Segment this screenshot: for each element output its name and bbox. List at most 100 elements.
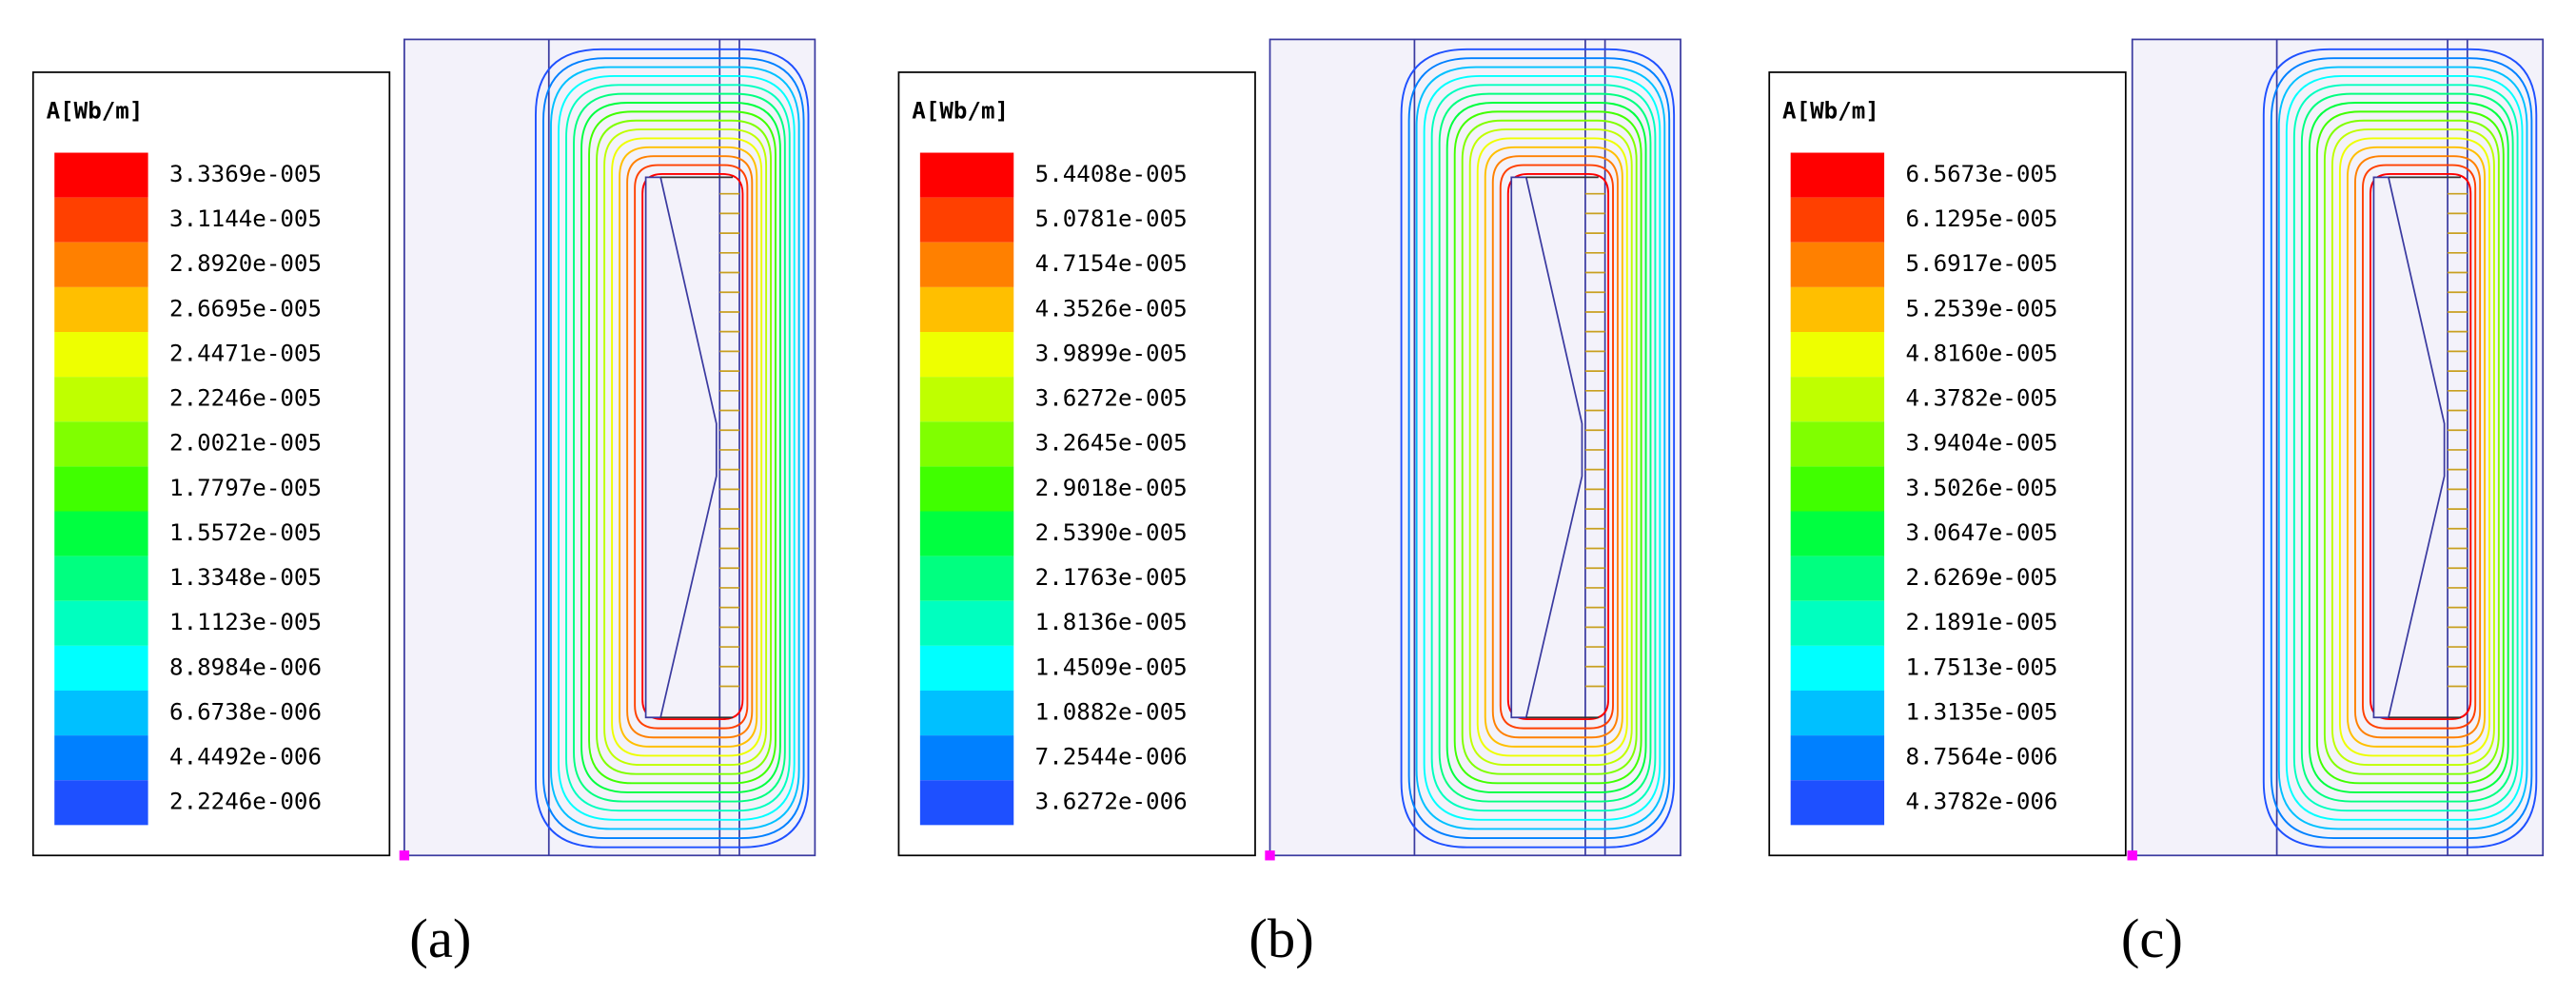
legend-swatch — [54, 645, 148, 691]
panel-label: (c) — [2121, 907, 2183, 969]
legend-swatch — [54, 466, 148, 512]
legend-level: 6.6738e-006 — [169, 698, 322, 725]
contour-line — [2353, 155, 2482, 739]
contour-line — [2262, 48, 2538, 849]
legend-title: A[Wb/m] — [47, 97, 144, 124]
legend-swatch — [919, 690, 1014, 736]
contour-line — [1468, 128, 1633, 767]
legend-level: 1.1123e-005 — [169, 609, 322, 635]
legend-swatch — [54, 511, 148, 556]
legend-level: 2.1891e-005 — [1906, 609, 2058, 635]
legend-level: 2.6269e-005 — [1906, 564, 2058, 591]
contour-line — [573, 92, 786, 803]
legend-swatch — [919, 332, 1014, 378]
legend-swatch — [1790, 242, 1885, 287]
contour-line — [2285, 74, 2524, 821]
contour-line — [2308, 102, 2509, 793]
contour-line — [626, 155, 754, 739]
legend-swatch — [1790, 152, 1885, 198]
legend-level: 6.1295e-005 — [1906, 205, 2058, 232]
legend-level: 1.3348e-005 — [169, 564, 322, 591]
legend-swatch — [919, 600, 1014, 646]
origin-marker — [399, 850, 410, 861]
legend-level: 8.8984e-006 — [169, 654, 322, 680]
contour-line — [1430, 84, 1657, 812]
legend-swatch — [54, 286, 148, 333]
legend-level: 4.3782e-006 — [1906, 789, 2058, 815]
legend-level: 2.9018e-005 — [1035, 475, 1188, 501]
legend-swatch — [1790, 645, 1885, 691]
legend-swatch — [919, 556, 1014, 601]
contour-line — [580, 102, 781, 793]
legend-swatch — [1790, 780, 1885, 826]
contour-line — [1453, 110, 1642, 785]
legend-swatch — [54, 377, 148, 422]
contour-line — [2300, 92, 2514, 803]
legend-swatch — [1790, 600, 1885, 646]
legend-level: 1.8136e-005 — [1035, 609, 1188, 635]
legend-swatch — [54, 242, 148, 287]
contour-line — [1491, 155, 1619, 739]
legend-swatch — [919, 286, 1014, 333]
contour-line — [2346, 146, 2487, 748]
contour-line — [611, 137, 763, 757]
contour-line — [2270, 57, 2533, 839]
origin-marker — [2127, 850, 2137, 861]
legend-swatch — [919, 421, 1014, 467]
panel-label: (a) — [409, 907, 471, 969]
legend-level: 1.7797e-005 — [169, 475, 322, 501]
contour-line — [619, 146, 758, 748]
contour-line — [565, 84, 791, 812]
contour-line — [1415, 66, 1666, 830]
legend-level: 4.8160e-005 — [1906, 340, 2058, 366]
legend-swatch — [919, 152, 1014, 198]
legend-level: 3.0647e-005 — [1906, 519, 2058, 546]
contour-line — [1461, 119, 1638, 775]
legend-level: 2.8920e-005 — [169, 250, 322, 277]
legend-level: 1.5572e-005 — [169, 519, 322, 546]
legend-swatch — [1790, 197, 1885, 243]
contour-line — [542, 57, 805, 839]
legend-swatch — [1790, 421, 1885, 467]
contour-line — [2362, 164, 2477, 730]
legend-swatch — [1790, 690, 1885, 736]
legend-level: 7.2544e-006 — [1035, 744, 1188, 771]
contour-line — [1407, 57, 1671, 839]
contour-line — [2292, 84, 2519, 812]
legend-swatch — [54, 152, 148, 198]
contour-line — [550, 66, 800, 830]
legend-level: 3.3369e-005 — [169, 161, 322, 187]
legend-level: 1.3135e-005 — [1906, 698, 2058, 725]
legend-level: 6.5673e-005 — [1906, 161, 2058, 187]
legend-level: 1.7513e-005 — [1906, 654, 2058, 680]
legend-swatch — [919, 242, 1014, 287]
legend-level: 3.2645e-005 — [1035, 430, 1188, 457]
legend-swatch — [919, 645, 1014, 691]
legend-swatch — [919, 466, 1014, 512]
legend-swatch — [1790, 511, 1885, 556]
legend-swatch — [54, 735, 148, 781]
legend-swatch — [1790, 377, 1885, 422]
legend-level: 2.1763e-005 — [1035, 564, 1188, 591]
legend-level: 4.3526e-005 — [1035, 295, 1188, 322]
contour-line — [588, 110, 777, 785]
legend-swatch — [919, 197, 1014, 243]
legend-level: 2.2246e-005 — [169, 385, 322, 412]
legend-level: 3.6272e-006 — [1035, 789, 1188, 815]
legend-swatch — [54, 690, 148, 736]
legend-title: A[Wb/m] — [912, 97, 1009, 124]
contour-line — [1484, 146, 1623, 748]
contour-line — [634, 164, 749, 730]
legend-level: 5.4408e-005 — [1035, 161, 1188, 187]
legend-swatch — [919, 511, 1014, 556]
contour-line — [1499, 164, 1614, 730]
contour-line — [558, 74, 796, 821]
legend-title: A[Wb/m] — [1782, 97, 1879, 124]
legend-level: 4.7154e-005 — [1035, 250, 1188, 277]
contour-line — [1506, 173, 1610, 720]
legend-level: 3.5026e-005 — [1906, 475, 2058, 501]
contour-line — [2277, 66, 2528, 830]
legend-level: 2.6695e-005 — [169, 295, 322, 322]
legend-swatch — [919, 780, 1014, 826]
